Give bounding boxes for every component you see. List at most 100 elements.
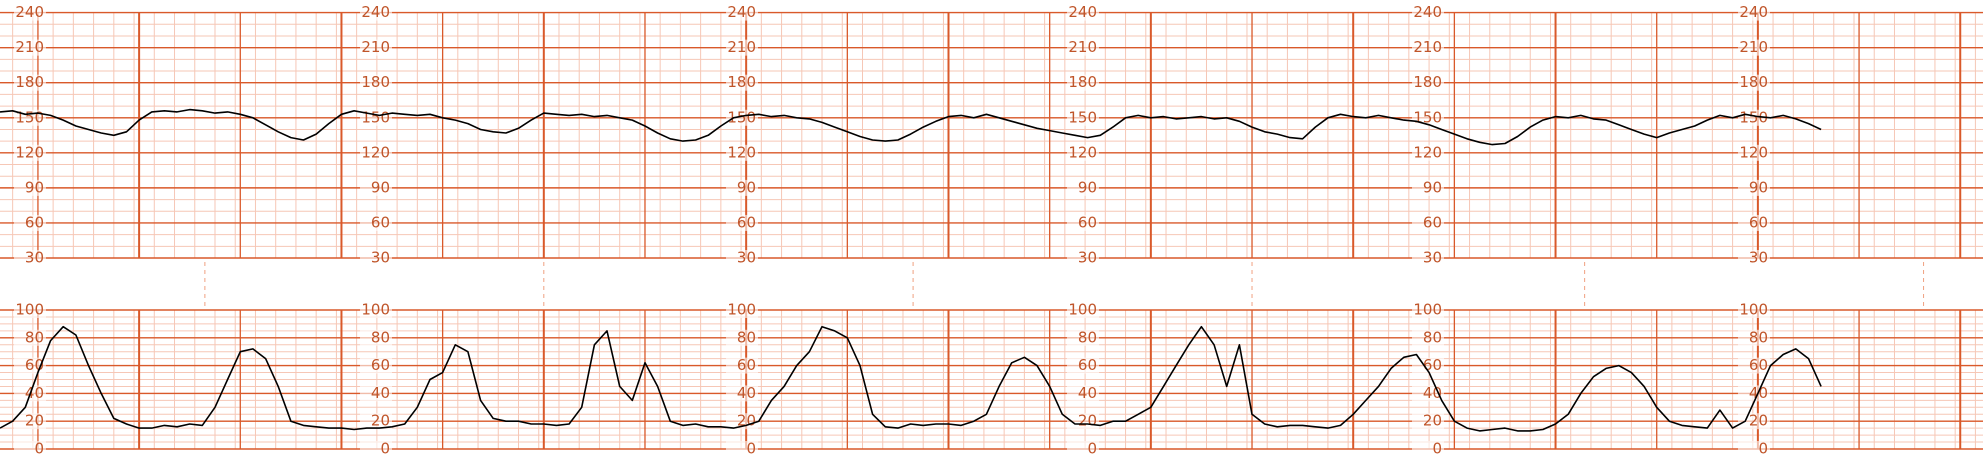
label-bg — [1738, 214, 1770, 231]
label-bg — [1412, 413, 1444, 430]
y-tick-label: 180 — [1739, 73, 1768, 91]
y-tick-label: 60 — [1749, 213, 1768, 231]
label-bg — [1067, 144, 1099, 161]
y-tick-label: 30 — [1423, 249, 1442, 267]
label-bg — [360, 385, 392, 402]
label-bg — [726, 39, 758, 56]
y-tick-label: 100 — [1413, 301, 1442, 319]
y-tick-label: 180 — [1413, 73, 1442, 91]
y-tick-label: 60 — [737, 356, 756, 374]
trace — [0, 108, 1822, 146]
label-bg — [1067, 74, 1099, 91]
label-bg — [360, 39, 392, 56]
y-tick-label: 90 — [25, 178, 44, 196]
y-tick-label: 210 — [1068, 38, 1097, 56]
y-tick-label: 210 — [361, 38, 390, 56]
label-bg — [1738, 250, 1770, 266]
label-bg — [1738, 302, 1770, 318]
label-bg — [1412, 144, 1444, 161]
y-tick-label: 20 — [371, 412, 390, 430]
y-tick-label: 90 — [737, 178, 756, 196]
y-tick-label: 100 — [15, 301, 44, 319]
label-bg — [726, 302, 758, 318]
label-bg — [14, 441, 46, 457]
y-tick-label: 40 — [1078, 384, 1097, 402]
y-tick-label: 120 — [361, 143, 390, 161]
y-tick-label: 180 — [361, 73, 390, 91]
label-bg — [1412, 441, 1444, 457]
label-bg — [1067, 179, 1099, 196]
label-bg — [1067, 109, 1099, 126]
y-tick-label: 20 — [737, 412, 756, 430]
label-bg — [14, 214, 46, 231]
y-tick-label: 150 — [361, 108, 390, 126]
y-tick-label: 0 — [1087, 440, 1097, 458]
label-bg — [360, 214, 392, 231]
label-bg — [1738, 39, 1770, 56]
label-bg — [726, 441, 758, 457]
y-tick-label: 60 — [1749, 356, 1768, 374]
y-tick-label: 80 — [1078, 328, 1097, 346]
label-bg — [1067, 39, 1099, 56]
label-bg — [1738, 413, 1770, 430]
y-tick-label: 30 — [1078, 249, 1097, 267]
y-tick-label: 90 — [1423, 178, 1442, 196]
label-bg — [1738, 74, 1770, 91]
y-tick-label: 100 — [727, 301, 756, 319]
y-tick-label: 60 — [1423, 213, 1442, 231]
y-tick-label: 120 — [1068, 143, 1097, 161]
y-tick-label: 30 — [1749, 249, 1768, 267]
y-tick-label: 210 — [1739, 38, 1768, 56]
y-tick-label: 60 — [371, 213, 390, 231]
label-bg — [1067, 385, 1099, 402]
label-bg — [1738, 179, 1770, 196]
label-bg — [360, 74, 392, 91]
label-bg — [726, 214, 758, 231]
label-bg — [14, 179, 46, 196]
y-tick-label: 100 — [361, 301, 390, 319]
label-bg — [1412, 4, 1444, 21]
label-bg — [1412, 357, 1444, 374]
y-tick-label: 20 — [1078, 412, 1097, 430]
y-tick-label: 0 — [34, 440, 44, 458]
y-tick-label: 150 — [727, 108, 756, 126]
label-bg — [726, 385, 758, 402]
y-tick-label: 240 — [15, 3, 44, 21]
label-bg — [1067, 4, 1099, 21]
label-bg — [1412, 74, 1444, 91]
y-tick-label: 150 — [1068, 108, 1097, 126]
y-tick-label: 120 — [727, 143, 756, 161]
y-tick-label: 60 — [25, 213, 44, 231]
y-tick-label: 20 — [1749, 412, 1768, 430]
y-tick-label: 240 — [1068, 3, 1097, 21]
label-bg — [1738, 4, 1770, 21]
trace — [0, 325, 1822, 432]
y-tick-label: 0 — [746, 440, 756, 458]
y-tick-label: 40 — [1423, 384, 1442, 402]
label-bg — [1067, 329, 1099, 346]
label-bg — [360, 413, 392, 430]
y-tick-label: 90 — [371, 178, 390, 196]
y-tick-label: 180 — [15, 73, 44, 91]
y-tick-label: 0 — [380, 440, 390, 458]
label-bg — [1412, 302, 1444, 318]
y-tick-label: 20 — [1423, 412, 1442, 430]
y-tick-label: 120 — [1739, 143, 1768, 161]
label-bg — [14, 250, 46, 266]
label-bg — [1412, 179, 1444, 196]
y-tick-label: 240 — [727, 3, 756, 21]
label-bg — [1412, 39, 1444, 56]
label-bg — [1067, 302, 1099, 318]
y-tick-label: 120 — [15, 143, 44, 161]
y-tick-label: 30 — [25, 249, 44, 267]
label-bg — [14, 39, 46, 56]
y-tick-label: 60 — [1078, 213, 1097, 231]
label-bg — [1067, 357, 1099, 374]
y-tick-label: 240 — [1739, 3, 1768, 21]
y-tick-label: 210 — [1413, 38, 1442, 56]
y-tick-label: 0 — [1758, 440, 1768, 458]
label-bg — [1412, 250, 1444, 266]
label-bg — [1067, 413, 1099, 430]
label-bg — [360, 144, 392, 161]
